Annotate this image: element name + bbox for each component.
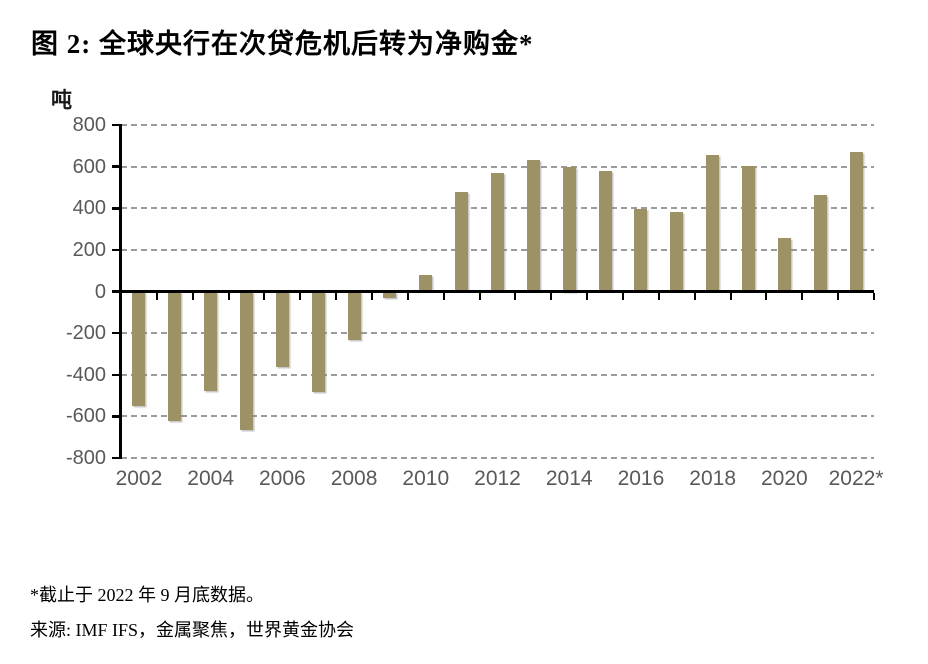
x-axis-tick-0 [120, 292, 122, 300]
x-tick-label-2022: 2022* [828, 467, 884, 490]
x-axis-tick-17 [729, 292, 732, 300]
x-tick-label-2006: 2006 [258, 467, 306, 490]
chart-title: 图 2: 全球央行在次贷危机后转为净购金* [31, 29, 534, 59]
x-axis-tick-14 [622, 292, 624, 300]
y-tick-label--800: -800 [65, 447, 106, 469]
bar-2018 [706, 155, 720, 292]
bar-2016 [634, 209, 648, 292]
x-tick-label-2016: 2016 [617, 467, 665, 490]
bar-2017 [670, 212, 684, 292]
x-axis-tick-7 [371, 292, 373, 300]
y-axis-tick--200 [112, 331, 121, 335]
x-tick-label-2018: 2018 [689, 467, 736, 490]
bar-2021 [813, 194, 827, 292]
gridline--600 [121, 415, 874, 418]
x-axis-tick-6 [335, 292, 338, 300]
y-tick-label-400: 400 [72, 197, 106, 220]
x-axis-tick-10 [478, 292, 481, 300]
x-axis-tick-21 [873, 292, 875, 300]
bar-2020 [777, 238, 791, 292]
bar-2006 [275, 291, 289, 368]
x-axis-tick-18 [765, 292, 768, 300]
bar-2022 [849, 152, 863, 292]
footnote-source: 来源: IMF IFS，金属聚焦，世界黄金协会 [30, 620, 355, 640]
gridline--200 [121, 332, 874, 335]
y-axis-tick-400 [112, 207, 121, 210]
x-axis-tick-9 [442, 292, 445, 300]
y-axis-tick-0 [112, 290, 121, 293]
x-axis-tick-4 [263, 292, 266, 300]
x-tick-label-2012: 2012 [474, 467, 521, 490]
x-tick-label-2008: 2008 [330, 467, 378, 490]
bar-2015 [598, 170, 612, 292]
y-tick-label-200: 200 [72, 238, 106, 261]
x-axis-tick-8 [406, 292, 409, 300]
y-tick-label-800: 800 [72, 114, 106, 136]
y-tick-label-0: 0 [94, 280, 106, 303]
y-axis-tick-200 [112, 248, 121, 252]
x-axis-tick-15 [657, 292, 660, 300]
gridline--400 [121, 373, 874, 376]
y-tick-label--200: -200 [65, 322, 106, 345]
x-axis-tick-5 [299, 292, 302, 300]
footnote-data-cutoff: *截止于 2022 年 9 月底数据。 [30, 585, 264, 605]
x-tick-label-2020: 2020 [760, 467, 808, 490]
x-tick-label-2010: 2010 [402, 467, 450, 490]
y-axis-tick--600 [112, 415, 121, 418]
x-axis-tick-13 [586, 292, 589, 300]
bar-2009 [383, 291, 397, 298]
x-axis-tick-2 [191, 292, 194, 300]
y-axis-tick-800 [112, 123, 121, 127]
bar-2004 [204, 291, 218, 392]
x-axis-tick-19 [801, 292, 804, 300]
y-axis-tick-600 [112, 165, 121, 168]
bar-2014 [562, 166, 576, 292]
bar-2007 [311, 291, 325, 393]
gridline-600 [121, 165, 874, 168]
bar-2013 [526, 160, 540, 292]
y-axis-unit-label: 吨 [51, 88, 72, 112]
x-axis-tick-20 [837, 292, 840, 300]
bar-2019 [742, 165, 755, 292]
x-tick-label-2014: 2014 [545, 467, 593, 490]
bar-2011 [455, 191, 469, 292]
x-axis-tick-1 [155, 292, 158, 300]
y-tick-label--400: -400 [65, 363, 106, 386]
bar-2002 [132, 291, 146, 406]
x-axis-tick-16 [693, 292, 696, 300]
x-axis-tick-11 [514, 292, 517, 300]
y-axis-tick--400 [112, 373, 121, 376]
y-axis-tick--800 [112, 456, 121, 460]
bar-2008 [347, 291, 361, 341]
y-tick-label--600: -600 [65, 405, 106, 428]
bar-2010 [419, 274, 433, 292]
gridline-800 [121, 124, 874, 126]
bar-2005 [240, 291, 253, 430]
y-tick-label-600: 600 [72, 155, 106, 178]
x-axis [119, 290, 874, 293]
x-axis-tick-12 [550, 292, 553, 300]
x-tick-label-2002: 2002 [115, 467, 163, 490]
gridline--800 [121, 457, 874, 459]
bar-2012 [491, 172, 504, 292]
x-tick-label-2004: 2004 [187, 467, 234, 490]
bar-2003 [168, 291, 182, 421]
x-axis-tick-3 [227, 292, 230, 300]
